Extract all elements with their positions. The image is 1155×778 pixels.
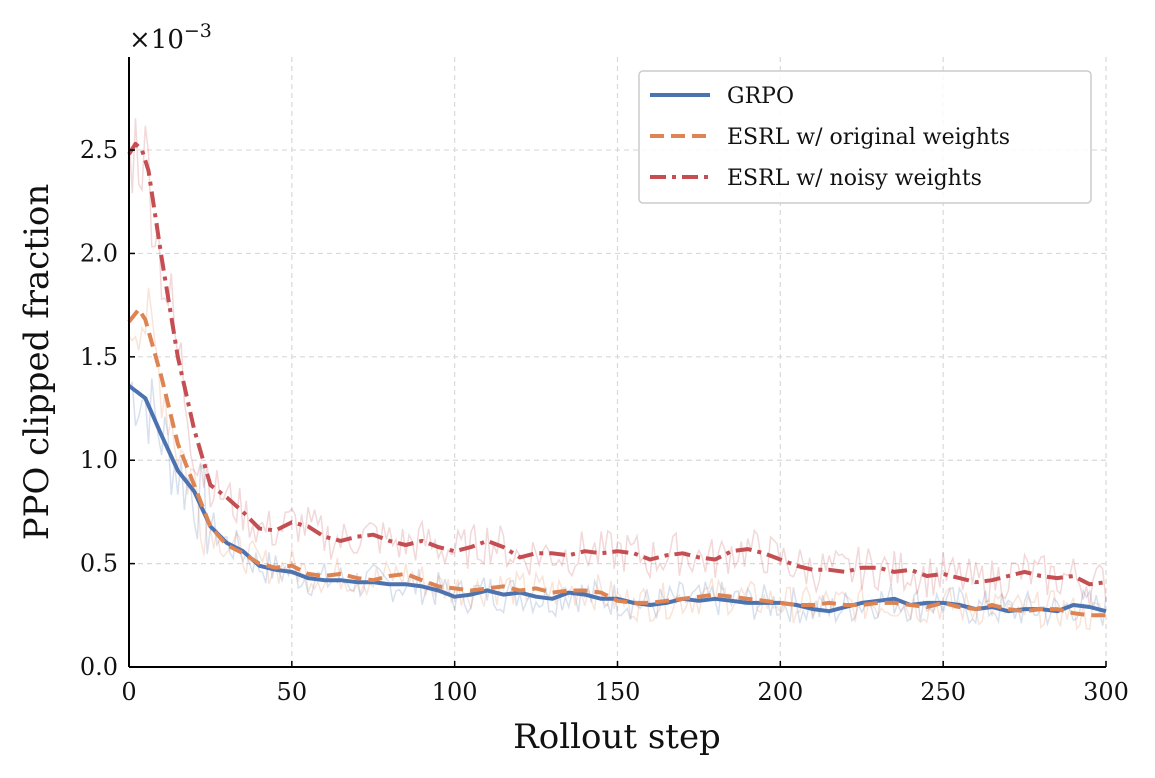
x-tick-label: 250	[920, 678, 966, 706]
raw-trace	[128, 118, 1107, 607]
x-tick-label: 300	[1083, 678, 1129, 706]
y-tick-label: 1.0	[80, 446, 118, 474]
y-axis-title: PPO clipped fraction	[17, 184, 57, 541]
y-tick-label: 0.5	[80, 550, 118, 578]
x-tick-label: 100	[432, 678, 478, 706]
legend-label: ESRL w/ noisy weights	[727, 166, 982, 191]
y-tick-label: 2.5	[80, 136, 118, 164]
raw-trace	[128, 378, 1107, 627]
x-tick-label: 0	[121, 678, 136, 706]
raw-noise-traces	[128, 118, 1107, 631]
y-tick-label: 1.5	[80, 343, 118, 371]
raw-trace	[128, 287, 1107, 631]
scale-factor-label: ×10−3	[129, 20, 212, 55]
legend: GRPO ESRL w/ original weights ESRL w/ nois…	[638, 70, 1092, 204]
legend-box	[638, 70, 1092, 204]
x-tick-label: 200	[757, 678, 803, 706]
x-ticks: 0 50 100 150 200 250 300	[121, 661, 1129, 706]
scale-prefix: ×10	[129, 25, 184, 55]
x-tick-label: 50	[277, 678, 308, 706]
x-tick-label: 150	[595, 678, 641, 706]
series-lines	[127, 141, 1107, 618]
x-axis-title: Rollout step	[513, 717, 721, 757]
y-tick-label: 2.0	[80, 239, 118, 267]
scale-exponent: −3	[184, 20, 212, 42]
legend-label: GRPO	[727, 84, 794, 109]
y-ticks: 0.0 0.5 1.0 1.5 2.0 2.5	[80, 136, 135, 681]
y-tick-label: 0.0	[80, 653, 118, 681]
series-line	[127, 307, 1106, 618]
legend-label: ESRL w/ original weights	[727, 125, 1010, 150]
